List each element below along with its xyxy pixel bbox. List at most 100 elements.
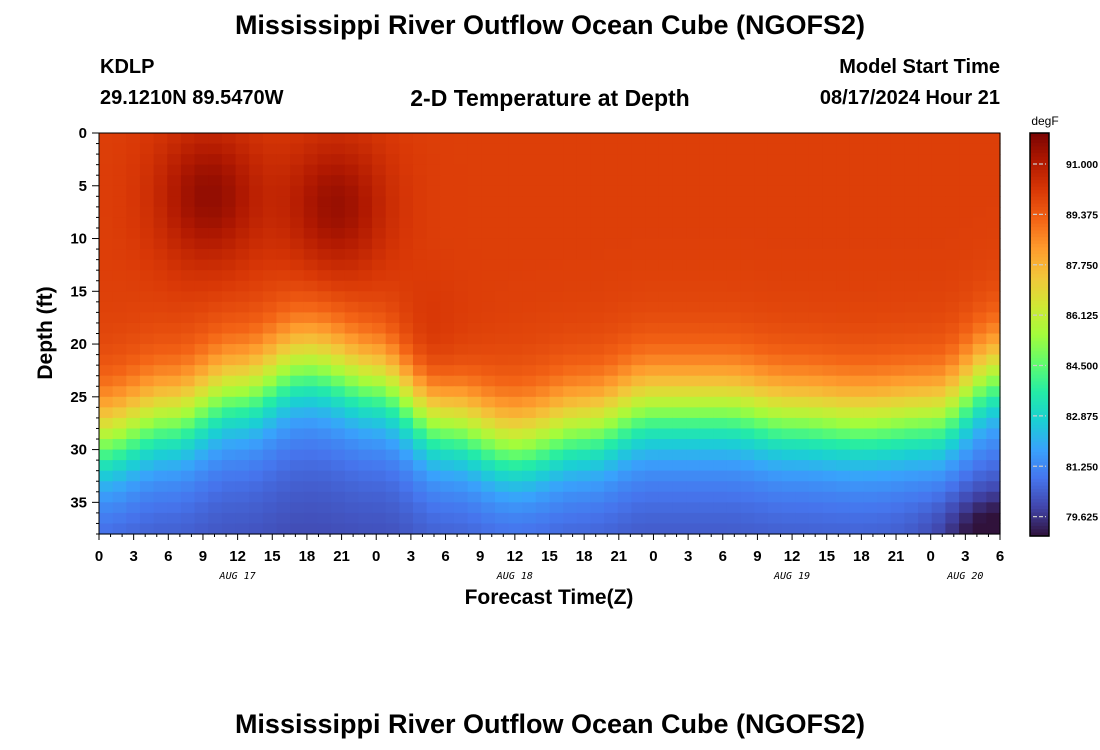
heatmap-cell: [494, 396, 510, 408]
heatmap-cell: [290, 270, 305, 282]
heatmap-cell: [399, 175, 414, 187]
heatmap-cell: [986, 196, 1001, 208]
heatmap-cell: [822, 164, 837, 176]
heatmap-cell: [863, 460, 878, 472]
heatmap-cell: [481, 185, 496, 197]
heatmap-cell: [153, 196, 168, 208]
heatmap-cell: [426, 143, 441, 155]
heatmap-cell: [180, 407, 196, 419]
heatmap-cell: [945, 301, 960, 313]
heatmap-cell: [563, 470, 578, 482]
heatmap-cell: [617, 417, 633, 430]
heatmap-cell: [726, 344, 742, 356]
heatmap-cell: [522, 449, 537, 461]
heatmap-cell: [713, 396, 728, 408]
heatmap-cell: [549, 206, 564, 219]
heatmap-cell: [290, 344, 305, 356]
heatmap-cell: [563, 439, 578, 451]
heatmap-cell: [686, 206, 701, 219]
heatmap-cell: [399, 375, 414, 387]
heatmap-cell: [153, 270, 168, 282]
heatmap-cell: [617, 143, 633, 155]
heatmap-cell: [781, 396, 796, 408]
heatmap-cell: [795, 449, 810, 461]
heatmap-cell: [303, 217, 319, 229]
heatmap-cell: [754, 238, 769, 250]
heatmap-cell: [658, 396, 673, 408]
heatmap-cell: [399, 206, 414, 219]
heatmap-cell: [959, 470, 974, 482]
heatmap-cell: [194, 523, 209, 535]
heatmap-cell: [262, 154, 278, 166]
heatmap-cell: [440, 481, 455, 493]
heatmap-cell: [686, 322, 701, 335]
heatmap-cell: [808, 217, 824, 229]
heatmap-cell: [385, 164, 400, 176]
heatmap-cell: [672, 143, 687, 155]
colorbar-swatch: [1030, 216, 1049, 221]
heatmap-cell: [822, 206, 837, 219]
heatmap-cell: [153, 439, 168, 451]
heatmap-cell: [549, 375, 564, 387]
heatmap-cell: [358, 396, 373, 408]
heatmap-cell: [535, 523, 551, 535]
heatmap-cell: [795, 396, 810, 408]
heatmap-cell: [563, 206, 578, 219]
heatmap-cell: [590, 396, 605, 408]
heatmap-cell: [440, 270, 455, 282]
heatmap-cell: [262, 523, 278, 535]
heatmap-cell: [713, 460, 728, 472]
heatmap-cell: [713, 249, 728, 261]
heatmap-cell: [699, 280, 714, 292]
heatmap-cell: [699, 386, 714, 398]
heatmap-cell: [822, 417, 837, 430]
heatmap-cell: [99, 291, 114, 303]
heatmap-cell: [358, 375, 373, 387]
heatmap-cell: [180, 365, 196, 377]
heatmap-cell: [276, 206, 291, 219]
heatmap-cell: [918, 449, 933, 461]
heatmap-cell: [344, 259, 359, 271]
heatmap-cell: [590, 270, 605, 282]
heatmap-cell: [672, 407, 687, 419]
heatmap-cell: [849, 354, 865, 366]
heatmap-cell: [399, 154, 414, 166]
heatmap-cell: [522, 365, 537, 377]
heatmap-cell: [399, 270, 414, 282]
heatmap-cell: [112, 333, 127, 345]
heatmap-cell: [426, 449, 441, 461]
heatmap-cell: [645, 238, 660, 250]
heatmap-cell: [317, 481, 332, 493]
heatmap-cell: [754, 481, 769, 493]
heatmap-cell: [986, 175, 1001, 187]
heatmap-cell: [576, 417, 592, 430]
heatmap-cell: [412, 164, 428, 176]
heatmap-cell: [795, 164, 810, 176]
heatmap-cell: [385, 227, 400, 240]
heatmap-cell: [877, 333, 892, 345]
heatmap-cell: [726, 280, 742, 292]
heatmap-cell: [890, 470, 906, 482]
heatmap-cell: [740, 375, 755, 387]
heatmap-cell: [576, 280, 592, 292]
heatmap-cell: [208, 312, 223, 324]
heatmap-cell: [863, 470, 878, 482]
colorbar-swatch: [1030, 294, 1049, 299]
heatmap-cell: [412, 481, 428, 493]
heatmap-cell: [699, 206, 714, 219]
heatmap-cell: [153, 460, 168, 472]
heatmap-cell: [931, 164, 946, 176]
heatmap-cell: [153, 301, 168, 313]
heatmap-cell: [180, 164, 196, 176]
colorbar-swatch: [1030, 384, 1049, 389]
heatmap-cell: [208, 344, 223, 356]
heatmap-cell: [467, 227, 482, 240]
heatmap-cell: [412, 133, 428, 145]
heatmap-cell: [767, 417, 783, 430]
heatmap-cell: [440, 470, 455, 482]
colorbar-swatch: [1030, 173, 1049, 178]
heatmap-cell: [180, 175, 196, 187]
heatmap-cell: [604, 439, 619, 451]
heatmap-cell: [112, 259, 127, 271]
